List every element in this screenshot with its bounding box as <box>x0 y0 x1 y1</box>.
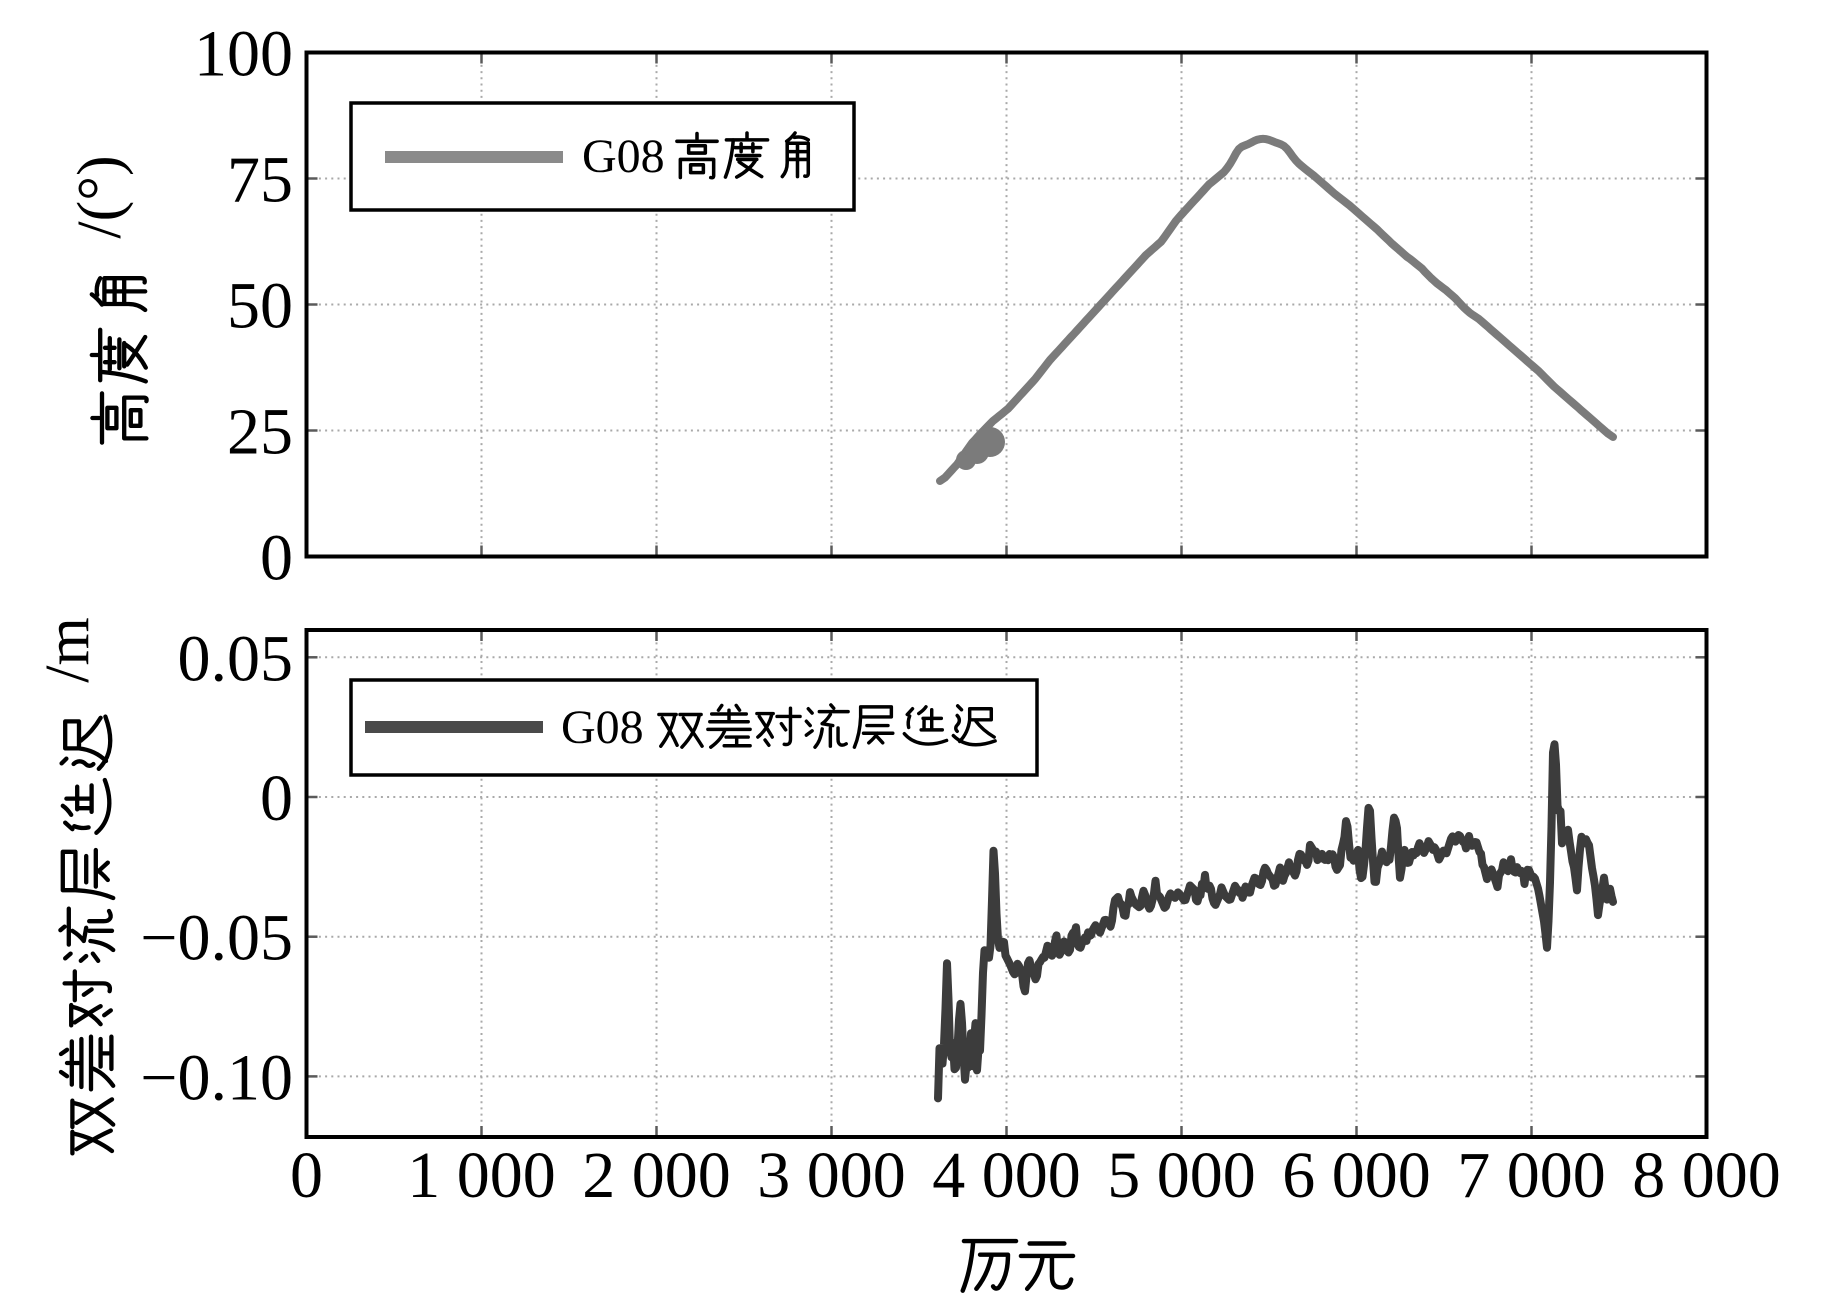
svg-text:G08: G08 <box>582 130 665 183</box>
svg-text:3 000: 3 000 <box>757 1139 906 1212</box>
svg-text:−0.05: −0.05 <box>140 902 293 975</box>
svg-text:25: 25 <box>227 396 293 469</box>
svg-text:−0.10: −0.10 <box>140 1041 293 1114</box>
svg-text:G08: G08 <box>561 701 644 754</box>
svg-text:100: 100 <box>194 18 293 91</box>
svg-text:0: 0 <box>260 762 293 835</box>
svg-text:50: 50 <box>227 270 293 343</box>
svg-text:2 000: 2 000 <box>582 1139 731 1212</box>
svg-text:5 000: 5 000 <box>1107 1139 1256 1212</box>
svg-text:7 000: 7 000 <box>1457 1139 1606 1212</box>
svg-text:75: 75 <box>227 144 293 217</box>
svg-text:0.05: 0.05 <box>178 622 294 695</box>
svg-text:6 000: 6 000 <box>1282 1139 1431 1212</box>
svg-text:/m: /m <box>34 617 102 682</box>
svg-text:8 000: 8 000 <box>1632 1139 1781 1212</box>
svg-text:4 000: 4 000 <box>932 1139 1081 1212</box>
svg-text:0: 0 <box>290 1139 323 1212</box>
svg-text:/(°): /(°) <box>66 155 134 238</box>
svg-text:1 000: 1 000 <box>407 1139 556 1212</box>
svg-text:0: 0 <box>260 522 293 595</box>
